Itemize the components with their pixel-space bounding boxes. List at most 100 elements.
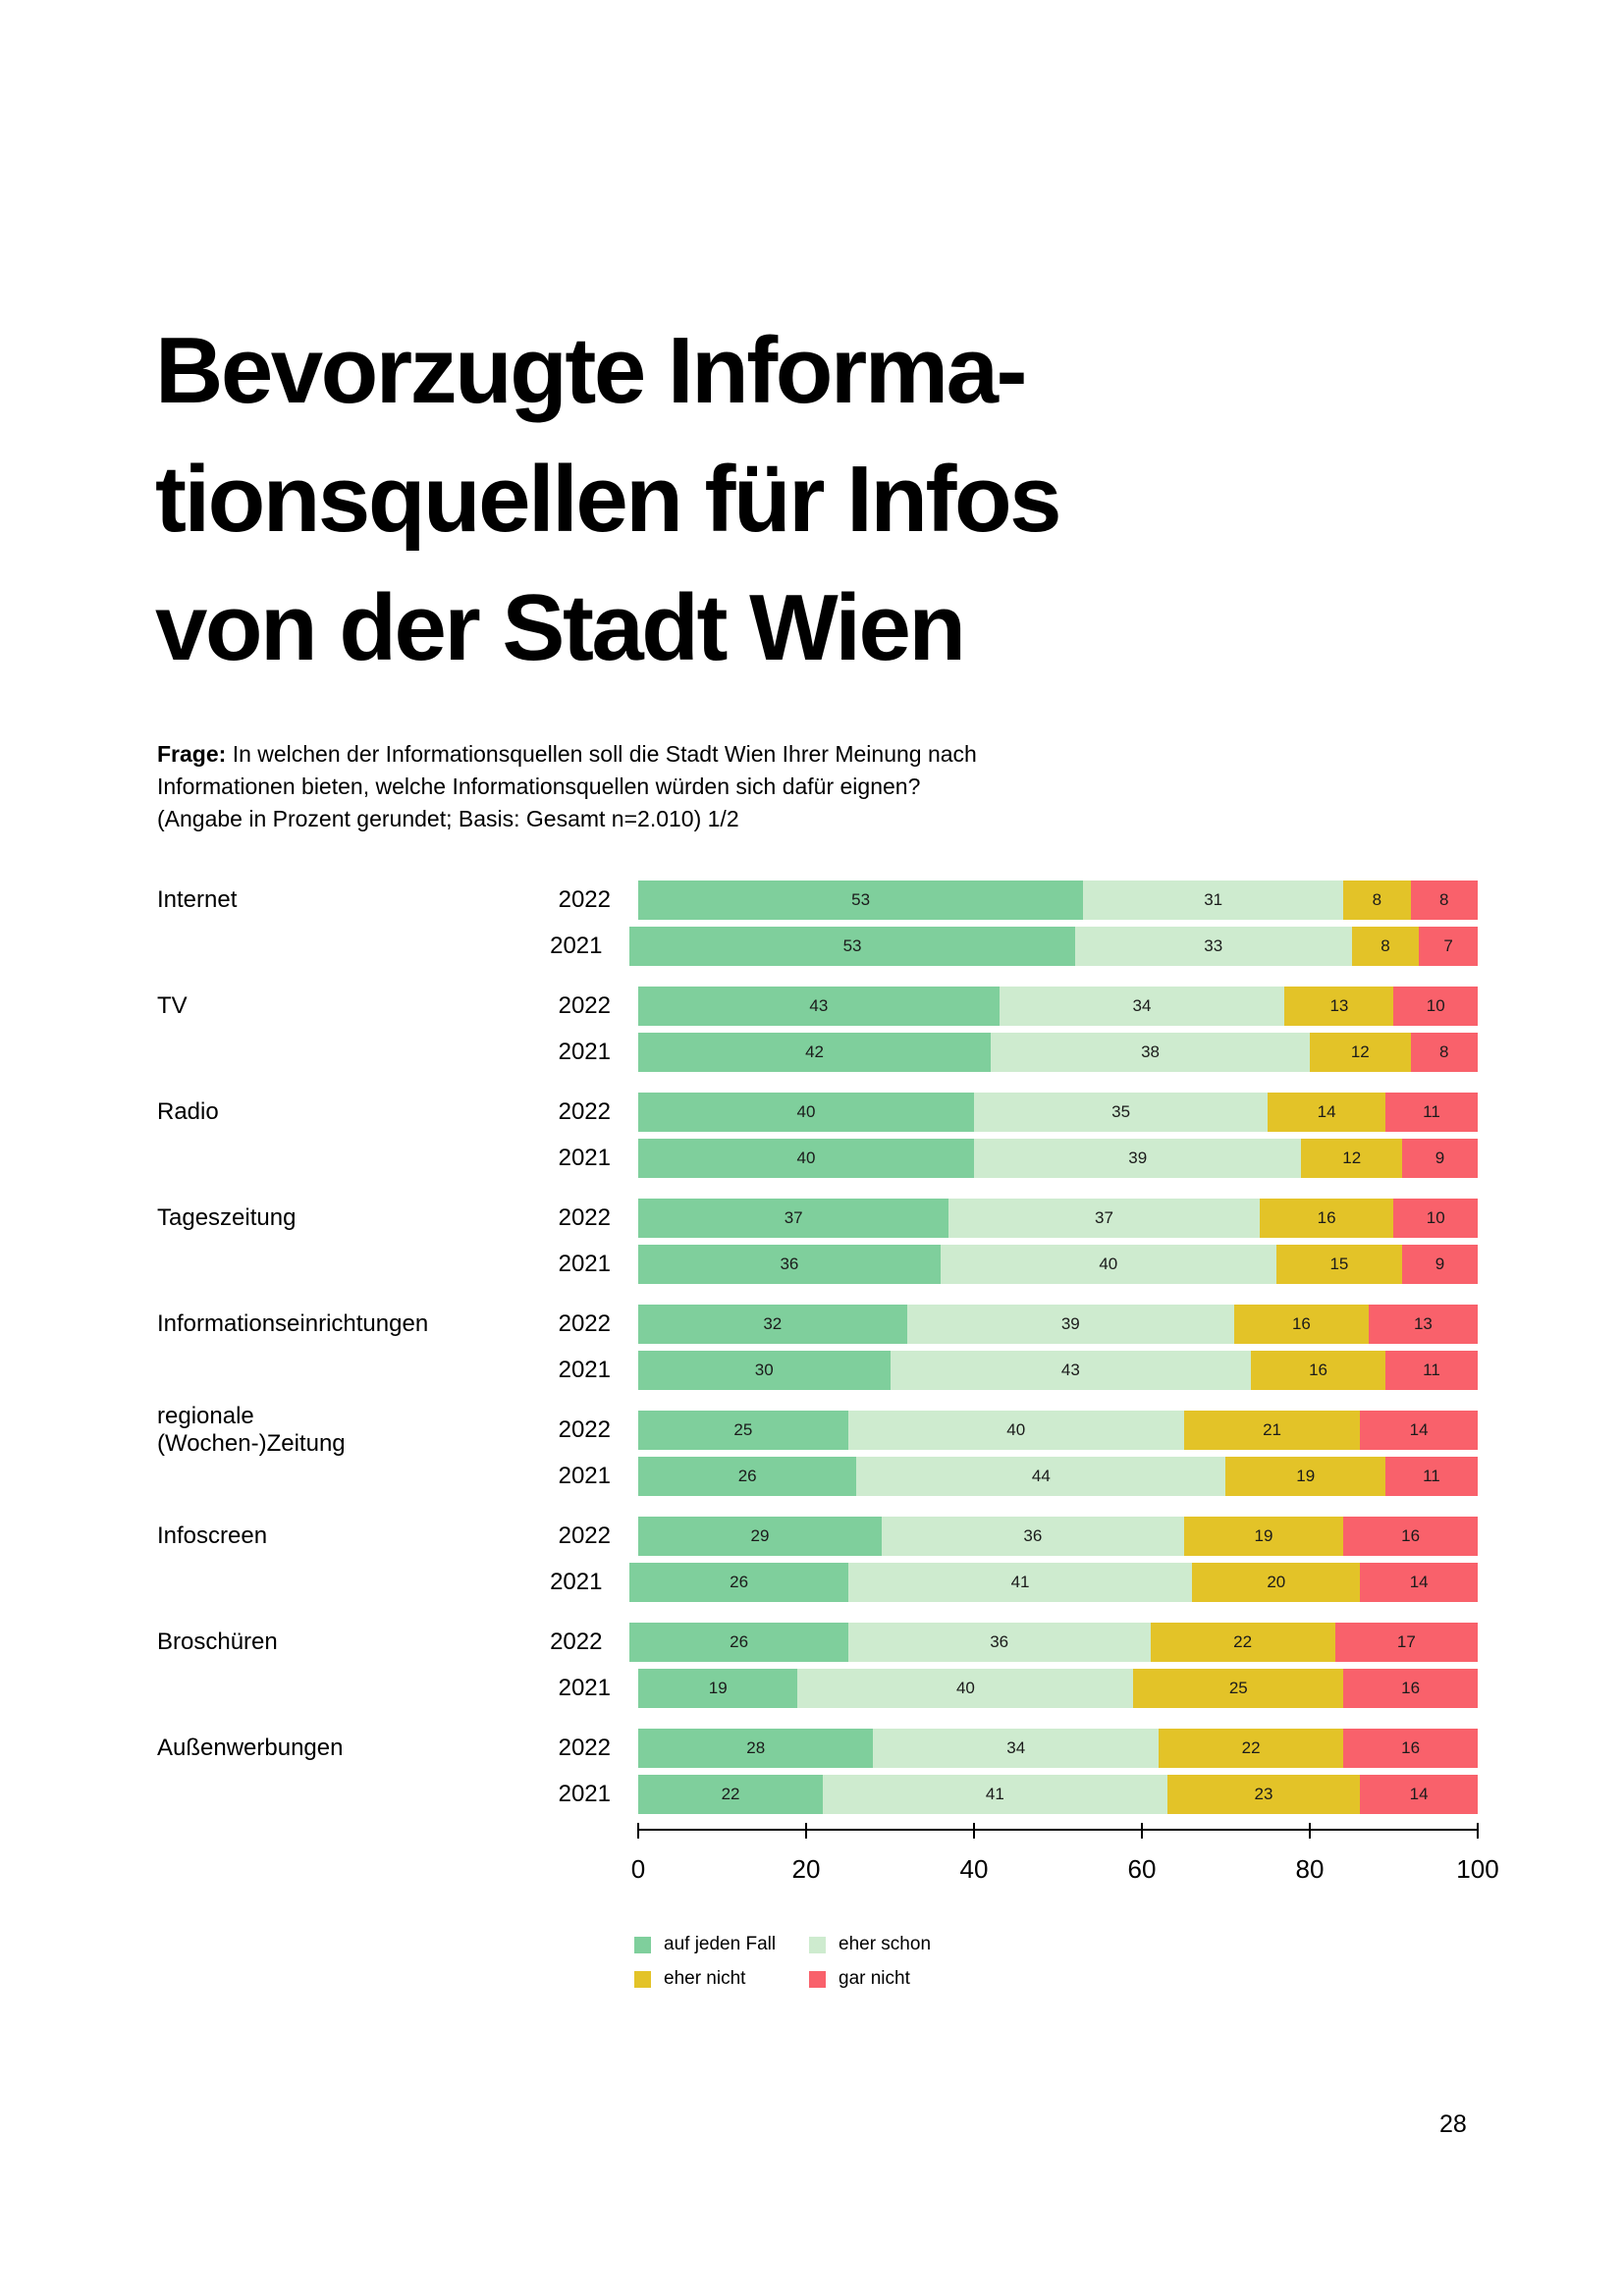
bar-value-label: 26 <box>737 1467 757 1485</box>
bar-segment-eher-nicht: 12 <box>1309 1033 1411 1072</box>
bar-value-label: 40 <box>955 1679 975 1697</box>
bar-value-label: 10 <box>1426 1208 1445 1227</box>
x-axis <box>637 1823 1479 1839</box>
category-label: regionale (Wochen-)Zeitung <box>157 1403 346 1457</box>
bar-value-label: 16 <box>1291 1314 1311 1333</box>
category-label: Tageszeitung <box>157 1204 297 1231</box>
bar-segment-gar-nicht: 16 <box>1343 1669 1478 1708</box>
bar-value-label: 21 <box>1263 1420 1281 1439</box>
category-label: Informationseinrichtungen <box>157 1310 429 1337</box>
year-label: 2021 <box>550 933 603 959</box>
axis-tick-label: 100 <box>1456 1854 1499 1884</box>
bar-segment-auf-jeden-fall: 29 <box>638 1517 882 1556</box>
bar-value-label: 13 <box>1329 996 1349 1015</box>
bar-value-label: 7 <box>1443 936 1453 955</box>
bar-row: TV 2022 43 34 13 10 <box>157 987 1478 1026</box>
axis-tick-label: 0 <box>630 1854 646 1884</box>
bar-segment-eher-schon: 43 <box>890 1351 1252 1390</box>
bar-value-label: 16 <box>1401 1679 1421 1697</box>
bar-track: 22 41 23 14 <box>638 1775 1478 1814</box>
bar-segment-auf-jeden-fall: 40 <box>638 1139 974 1178</box>
bar-row: 2021 53 33 8 7 <box>157 927 1478 966</box>
bar-track: 19 40 25 16 <box>638 1669 1478 1708</box>
bar-value-label: 22 <box>1241 1738 1261 1757</box>
bar-value-label: 33 <box>1204 936 1223 955</box>
year-label: 2021 <box>558 1463 611 1489</box>
bar-segment-eher-schon: 41 <box>847 1563 1193 1602</box>
bar-track: 43 34 13 10 <box>638 987 1478 1026</box>
bar-segment-gar-nicht: 7 <box>1419 927 1478 966</box>
page-title: Bevorzugte Informa- tionsquellen für Inf… <box>155 306 1061 692</box>
legend-swatch-gar-nicht <box>809 1970 826 1988</box>
bar-segment-gar-nicht: 16 <box>1343 1729 1478 1768</box>
bar-row: 2021 30 43 16 11 <box>157 1351 1478 1390</box>
bar-value-label: 11 <box>1423 1102 1440 1121</box>
bar-value-label: 36 <box>1023 1526 1043 1545</box>
bar-segment-auf-jeden-fall: 36 <box>638 1245 941 1284</box>
bar-value-label: 53 <box>842 936 862 955</box>
year-label: 2021 <box>550 1569 603 1595</box>
year-label: 2022 <box>558 1416 611 1443</box>
axis-tick <box>1141 1823 1143 1839</box>
stacked-bar-chart: Internet 2022 53 31 8 8 2021 53 33 8 7 TV 2022 43 34 13… <box>157 881 1499 1886</box>
axis-tick <box>973 1823 975 1839</box>
bar-segment-eher-nicht: 13 <box>1284 987 1394 1026</box>
legend-swatch-eher-nicht <box>634 1970 651 1988</box>
bar-value-label: 28 <box>746 1738 766 1757</box>
bar-segment-gar-nicht: 10 <box>1393 1199 1478 1238</box>
legend-swatch-eher-schon <box>809 1936 826 1953</box>
axis-tick <box>805 1823 807 1839</box>
survey-question-line-1: Frage: In welchen der Informationsquelle… <box>157 738 977 771</box>
bar-value-label: 38 <box>1141 1042 1160 1061</box>
bar-segment-auf-jeden-fall: 26 <box>629 1563 848 1602</box>
bar-segment-gar-nicht: 11 <box>1384 1457 1478 1496</box>
axis-tick <box>1309 1823 1311 1839</box>
bar-track: 32 39 16 13 <box>638 1305 1478 1344</box>
bar-value-label: 36 <box>990 1632 1009 1651</box>
axis-tick-label: 40 <box>959 1854 989 1884</box>
axis-tick-label: 60 <box>1127 1854 1157 1884</box>
bar-value-label: 34 <box>1132 996 1152 1015</box>
bar-track: 29 36 19 16 <box>638 1517 1478 1556</box>
bar-value-label: 41 <box>1010 1573 1030 1591</box>
bar-value-label: 30 <box>754 1361 774 1379</box>
bar-segment-gar-nicht: 11 <box>1384 1351 1478 1390</box>
bar-segment-eher-nicht: 22 <box>1159 1729 1344 1768</box>
bar-value-label: 42 <box>805 1042 824 1061</box>
bar-segment-eher-schon: 37 <box>948 1199 1260 1238</box>
bar-segment-eher-nicht: 12 <box>1301 1139 1403 1178</box>
legend-item-gar-nicht: gar nicht <box>809 1968 931 1990</box>
bar-segment-eher-nicht: 14 <box>1268 1093 1385 1132</box>
bar-segment-gar-nicht: 9 <box>1402 1139 1478 1178</box>
bar-segment-eher-schon: 33 <box>1074 927 1352 966</box>
bar-value-label: 31 <box>1204 890 1223 909</box>
bar-group-informationseinrichtungen: Informationseinrichtungen 2022 32 39 16 13 202… <box>157 1305 1478 1390</box>
bar-row: 2021 40 39 12 9 <box>157 1139 1478 1178</box>
bar-segment-auf-jeden-fall: 19 <box>638 1669 798 1708</box>
bar-track: 53 33 8 7 <box>629 927 1478 966</box>
bar-segment-eher-nicht: 23 <box>1166 1775 1361 1814</box>
bar-value-label: 16 <box>1309 1361 1327 1379</box>
question-label: Frage: <box>157 741 227 767</box>
bar-value-label: 14 <box>1409 1785 1429 1803</box>
year-label: 2022 <box>558 1735 611 1761</box>
category-label: Infoscreen <box>157 1522 268 1549</box>
survey-question: Frage: In welchen der Informationsquelle… <box>157 738 977 835</box>
bar-value-label: 41 <box>985 1785 1004 1803</box>
bar-value-label: 19 <box>1296 1467 1316 1485</box>
bar-group-radio: Radio 2022 40 35 14 11 2021 40 39 12 9 <box>157 1093 1478 1178</box>
category-label: Radio <box>157 1098 219 1125</box>
bar-value-label: 8 <box>1372 890 1382 909</box>
bar-track: 26 36 22 17 <box>629 1623 1478 1662</box>
bar-value-label: 8 <box>1439 1042 1449 1061</box>
bar-segment-gar-nicht: 14 <box>1360 1411 1478 1450</box>
bar-row: regionale (Wochen-)Zeitung 2022 25 40 21 14 <box>157 1403 1478 1457</box>
year-label: 2021 <box>558 1251 611 1277</box>
bar-value-label: 39 <box>1128 1148 1148 1167</box>
bar-track: 37 37 16 10 <box>638 1199 1478 1238</box>
chart-legend: auf jeden Fall eher schon eher nicht gar ni… <box>634 1934 931 1990</box>
bar-row: 2021 19 40 25 16 <box>157 1669 1478 1708</box>
bar-segment-eher-nicht: 16 <box>1251 1351 1385 1390</box>
bar-value-label: 36 <box>780 1255 799 1273</box>
